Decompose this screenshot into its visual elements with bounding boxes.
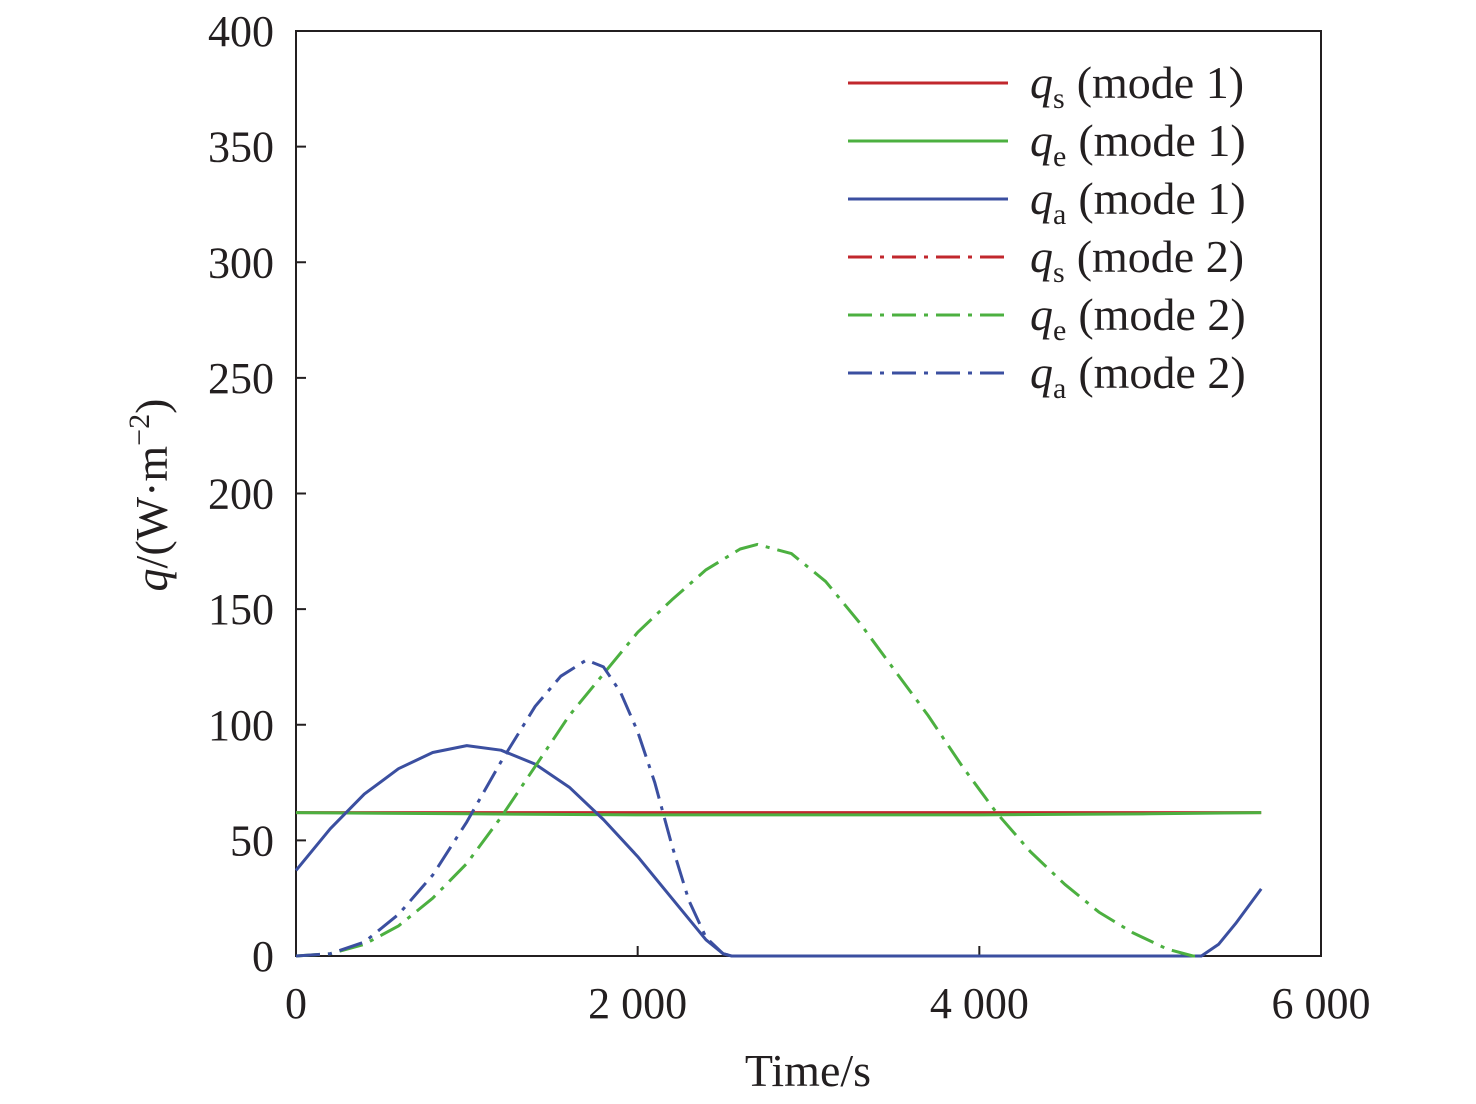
- legend-symbol: q: [1030, 231, 1053, 282]
- y-tick-label: 150: [208, 585, 274, 634]
- legend-label: qs (mode 1): [1030, 57, 1244, 115]
- legend-symbol: q: [1030, 115, 1053, 166]
- legend-symbol: q: [1030, 57, 1053, 108]
- legend-subscript: s: [1053, 82, 1065, 115]
- y-tick-label: 100: [208, 701, 274, 750]
- legend-mode: (mode 1): [1077, 57, 1244, 108]
- legend-label: qa (mode 2): [1030, 347, 1246, 405]
- y-tick-label: 50: [230, 816, 274, 865]
- y-axis-exponent: −2: [123, 414, 156, 446]
- y-tick-label: 300: [208, 238, 274, 287]
- plot-frame: [295, 30, 1322, 957]
- legend: qs (mode 1)qe (mode 1)qa (mode 1)qs (mode 2)…: [848, 57, 1246, 405]
- y-axis-symbol: q: [126, 568, 177, 591]
- y-axis-title: q/(W·m−2): [123, 399, 177, 592]
- legend-label: qa (mode 1): [1030, 173, 1246, 231]
- x-tick-label: 4 000: [930, 979, 1029, 1028]
- y-axis-close: ): [126, 399, 177, 414]
- legend-mode: (mode 2): [1078, 347, 1245, 398]
- legend-subscript: a: [1053, 372, 1066, 405]
- legend-mode: (mode 1): [1078, 115, 1245, 166]
- x-tick-label: 0: [285, 979, 307, 1028]
- x-tick-label: 6 000: [1272, 979, 1371, 1028]
- legend-subscript: e: [1053, 140, 1066, 173]
- series-layer: [294, 542, 1263, 958]
- legend-mode: (mode 1): [1078, 173, 1245, 224]
- y-tick-label: 0: [252, 932, 274, 981]
- legend-label: qe (mode 1): [1030, 115, 1246, 173]
- series-line: [295, 811, 1262, 817]
- legend-symbol: q: [1030, 289, 1053, 340]
- legend-symbol: q: [1030, 347, 1053, 398]
- y-tick-label: 350: [208, 123, 274, 172]
- legend-subscript: a: [1053, 198, 1066, 231]
- x-tick-label: 2 000: [588, 979, 687, 1028]
- series-line: [295, 542, 1202, 958]
- legend-mode: (mode 2): [1077, 231, 1244, 282]
- y-tick-label: 400: [208, 7, 274, 56]
- y-axis: 0 50 100 150 200 250 300 350 400: [208, 7, 306, 981]
- legend-label: qs (mode 2): [1030, 231, 1244, 289]
- y-tick-label: 250: [208, 354, 274, 403]
- y-tick-label: 200: [208, 470, 274, 519]
- legend-subscript: s: [1053, 256, 1065, 289]
- legend-label: qe (mode 2): [1030, 289, 1246, 347]
- legend-mode: (mode 2): [1078, 289, 1245, 340]
- series-line: [294, 744, 1263, 958]
- legend-symbol: q: [1030, 173, 1053, 224]
- legend-subscript: e: [1053, 314, 1066, 347]
- y-axis-unit: /(W·m: [126, 446, 177, 569]
- series-line: [295, 658, 732, 958]
- x-axis: 0 2 000 4 000 6 000: [285, 946, 1371, 1028]
- x-axis-title: Time/s: [745, 1045, 871, 1096]
